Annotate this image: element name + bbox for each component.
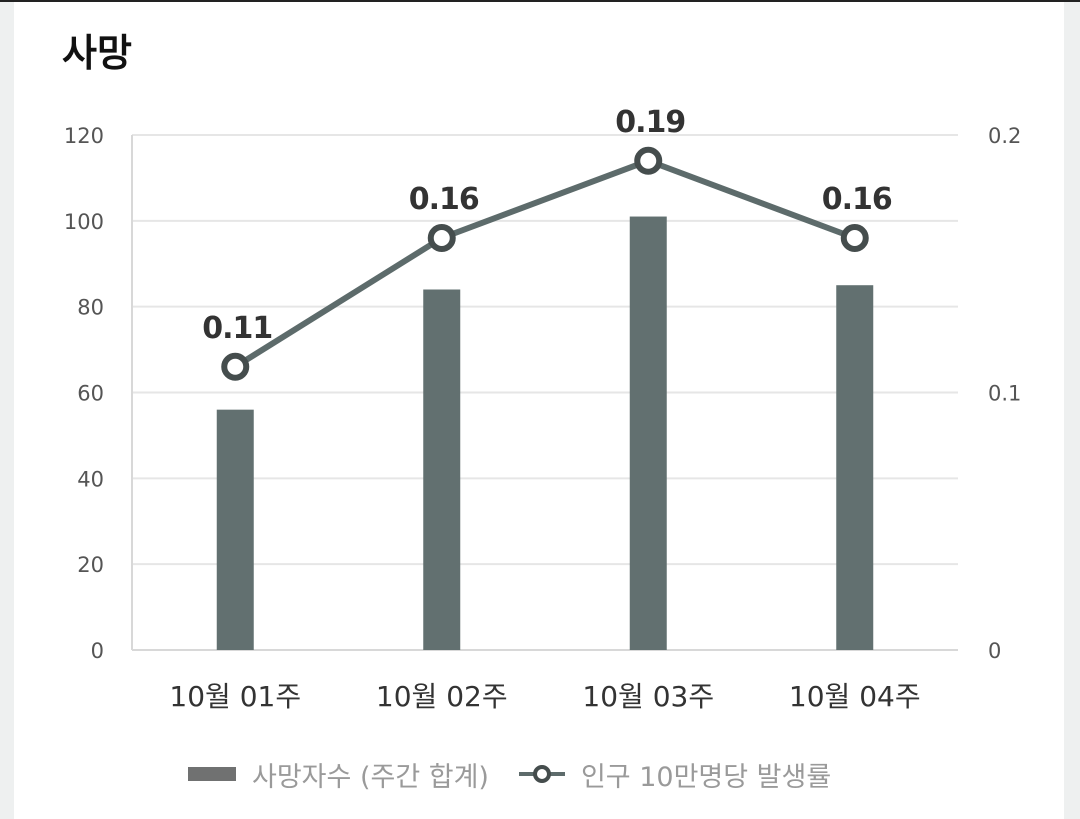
chart-card (14, 2, 1064, 819)
legend-line-label: 인구 10만명당 발생률 (580, 761, 832, 793)
line-point (221, 352, 250, 381)
legend-bar-swatch (188, 767, 236, 781)
left-axis-tick: 120 (64, 124, 104, 148)
legend-line-swatch (518, 765, 565, 783)
bar (423, 289, 461, 650)
data-label: 0.19 (615, 105, 685, 140)
bar (216, 409, 254, 650)
data-label: 0.16 (409, 182, 479, 217)
line-point (427, 224, 456, 252)
bar (836, 285, 874, 650)
legend-item-bar[interactable]: 사망자수 (주간 합계) (188, 755, 489, 794)
right-axis-tick: 0.1 (988, 382, 1021, 406)
chart-legend: 사망자수 (주간 합계) 인구 10만명당 발생률 (188, 752, 861, 796)
x-axis-tick: 10월 04주 (789, 680, 921, 713)
line-point (840, 224, 869, 252)
bar (629, 216, 667, 650)
x-axis-tick: 10월 01주 (169, 680, 301, 713)
left-axis-tick: 60 (77, 382, 104, 406)
legend-item-line[interactable]: 인구 10만명당 발생률 (518, 755, 832, 794)
left-axis-tick: 20 (77, 553, 104, 577)
x-axis-tick: 10월 02주 (376, 680, 508, 713)
data-label: 0.16 (822, 182, 892, 217)
legend-bar-label: 사망자수 (주간 합계) (252, 761, 489, 793)
left-axis-tick: 0 (91, 639, 104, 663)
top-border (0, 0, 1080, 2)
right-axis-tick: 0.2 (988, 124, 1021, 148)
right-axis-tick: 0 (988, 639, 1001, 663)
left-axis-tick: 100 (64, 210, 104, 234)
series-line (233, 157, 856, 370)
left-axis-tick: 80 (77, 296, 104, 320)
left-axis-tick: 40 (77, 467, 104, 491)
x-axis-tick: 10월 03주 (582, 680, 714, 713)
line-point (634, 146, 663, 175)
chart-title: 사망 (62, 31, 132, 75)
data-label: 0.11 (202, 311, 272, 346)
